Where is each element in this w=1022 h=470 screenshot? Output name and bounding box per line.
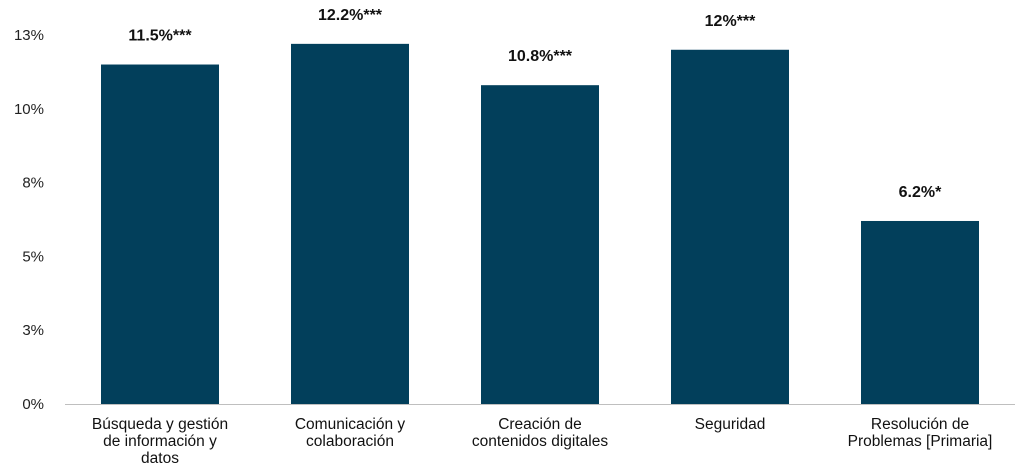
y-tick-label: 10% [14, 101, 44, 118]
x-tick-label-line: Resolución de [871, 416, 969, 433]
bar [861, 220, 979, 404]
data-label: 11.5%*** [128, 28, 192, 45]
x-tick-label-line: Seguridad [695, 416, 766, 433]
y-tick-label: 8% [22, 175, 44, 192]
x-tick-label: Búsqueda y gestión de información y datos [92, 416, 228, 467]
x-tick-label-line: Problemas [Primaria] [848, 433, 993, 450]
x-tick-label: Comunicación y colaboración [295, 416, 406, 450]
x-tick-label-line: datos [141, 450, 179, 467]
data-labels: 11.5%*** 12.2%*** 10.8%*** 12%*** 6.2%* [128, 7, 942, 201]
x-tick-label-line: de información y [103, 433, 217, 450]
bar [481, 85, 599, 405]
data-label: 6.2%* [899, 184, 942, 201]
bars [101, 43, 979, 405]
bar [291, 43, 409, 405]
bar [101, 64, 219, 405]
data-label: 12%*** [705, 13, 756, 30]
y-tick-label: 3% [22, 322, 44, 339]
x-tick-label: Resolución de Problemas [Primaria] [848, 416, 993, 450]
data-label: 12.2%*** [318, 7, 383, 24]
y-axis: 0% 3% 5% 8% 10% 13% [14, 27, 44, 413]
data-label: 10.8%*** [508, 48, 573, 65]
y-tick-label: 0% [22, 396, 44, 413]
x-tick-label-line: contenidos digitales [472, 433, 608, 450]
x-tick-label: Seguridad [695, 416, 766, 433]
x-tick-label: Creación de contenidos digitales [472, 416, 608, 450]
x-tick-label-line: colaboración [306, 433, 394, 450]
x-tick-label-line: Creación de [498, 416, 582, 433]
x-tick-label-line: Búsqueda y gestión [92, 416, 228, 433]
bar [671, 49, 789, 404]
x-tick-label-line: Comunicación y [295, 416, 406, 433]
y-tick-label: 13% [14, 27, 44, 44]
y-tick-label: 5% [22, 248, 44, 265]
x-axis: Búsqueda y gestión de información y datos C… [65, 404, 1015, 467]
